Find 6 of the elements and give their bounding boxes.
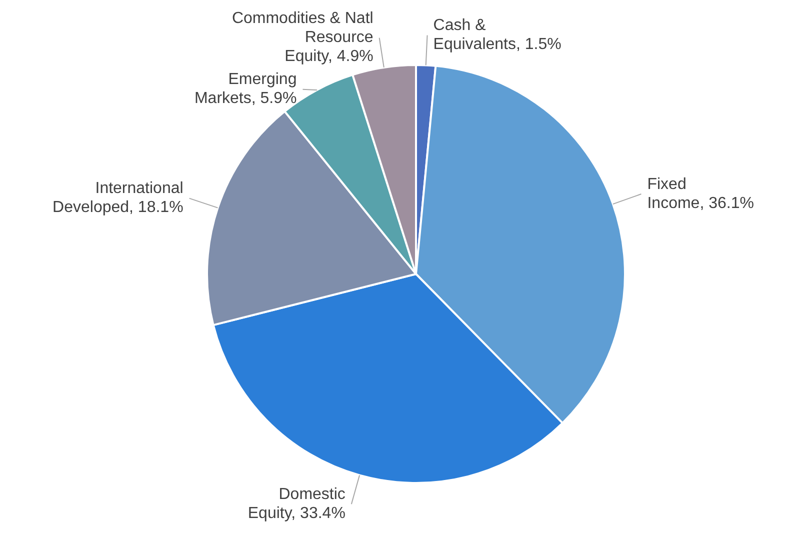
slice-label: Commodities & Natl Resource Equity, 4.9%: [232, 10, 374, 66]
slice-label: International Developed, 18.1%: [52, 180, 184, 216]
slice-label: Fixed Income, 36.1%: [647, 176, 754, 212]
slice-label: Emerging Markets, 5.9%: [194, 71, 297, 108]
slice-label: Domestic Equity, 33.4%: [248, 486, 346, 522]
slice-label: Cash & Equivalents, 1.5%: [433, 17, 562, 54]
